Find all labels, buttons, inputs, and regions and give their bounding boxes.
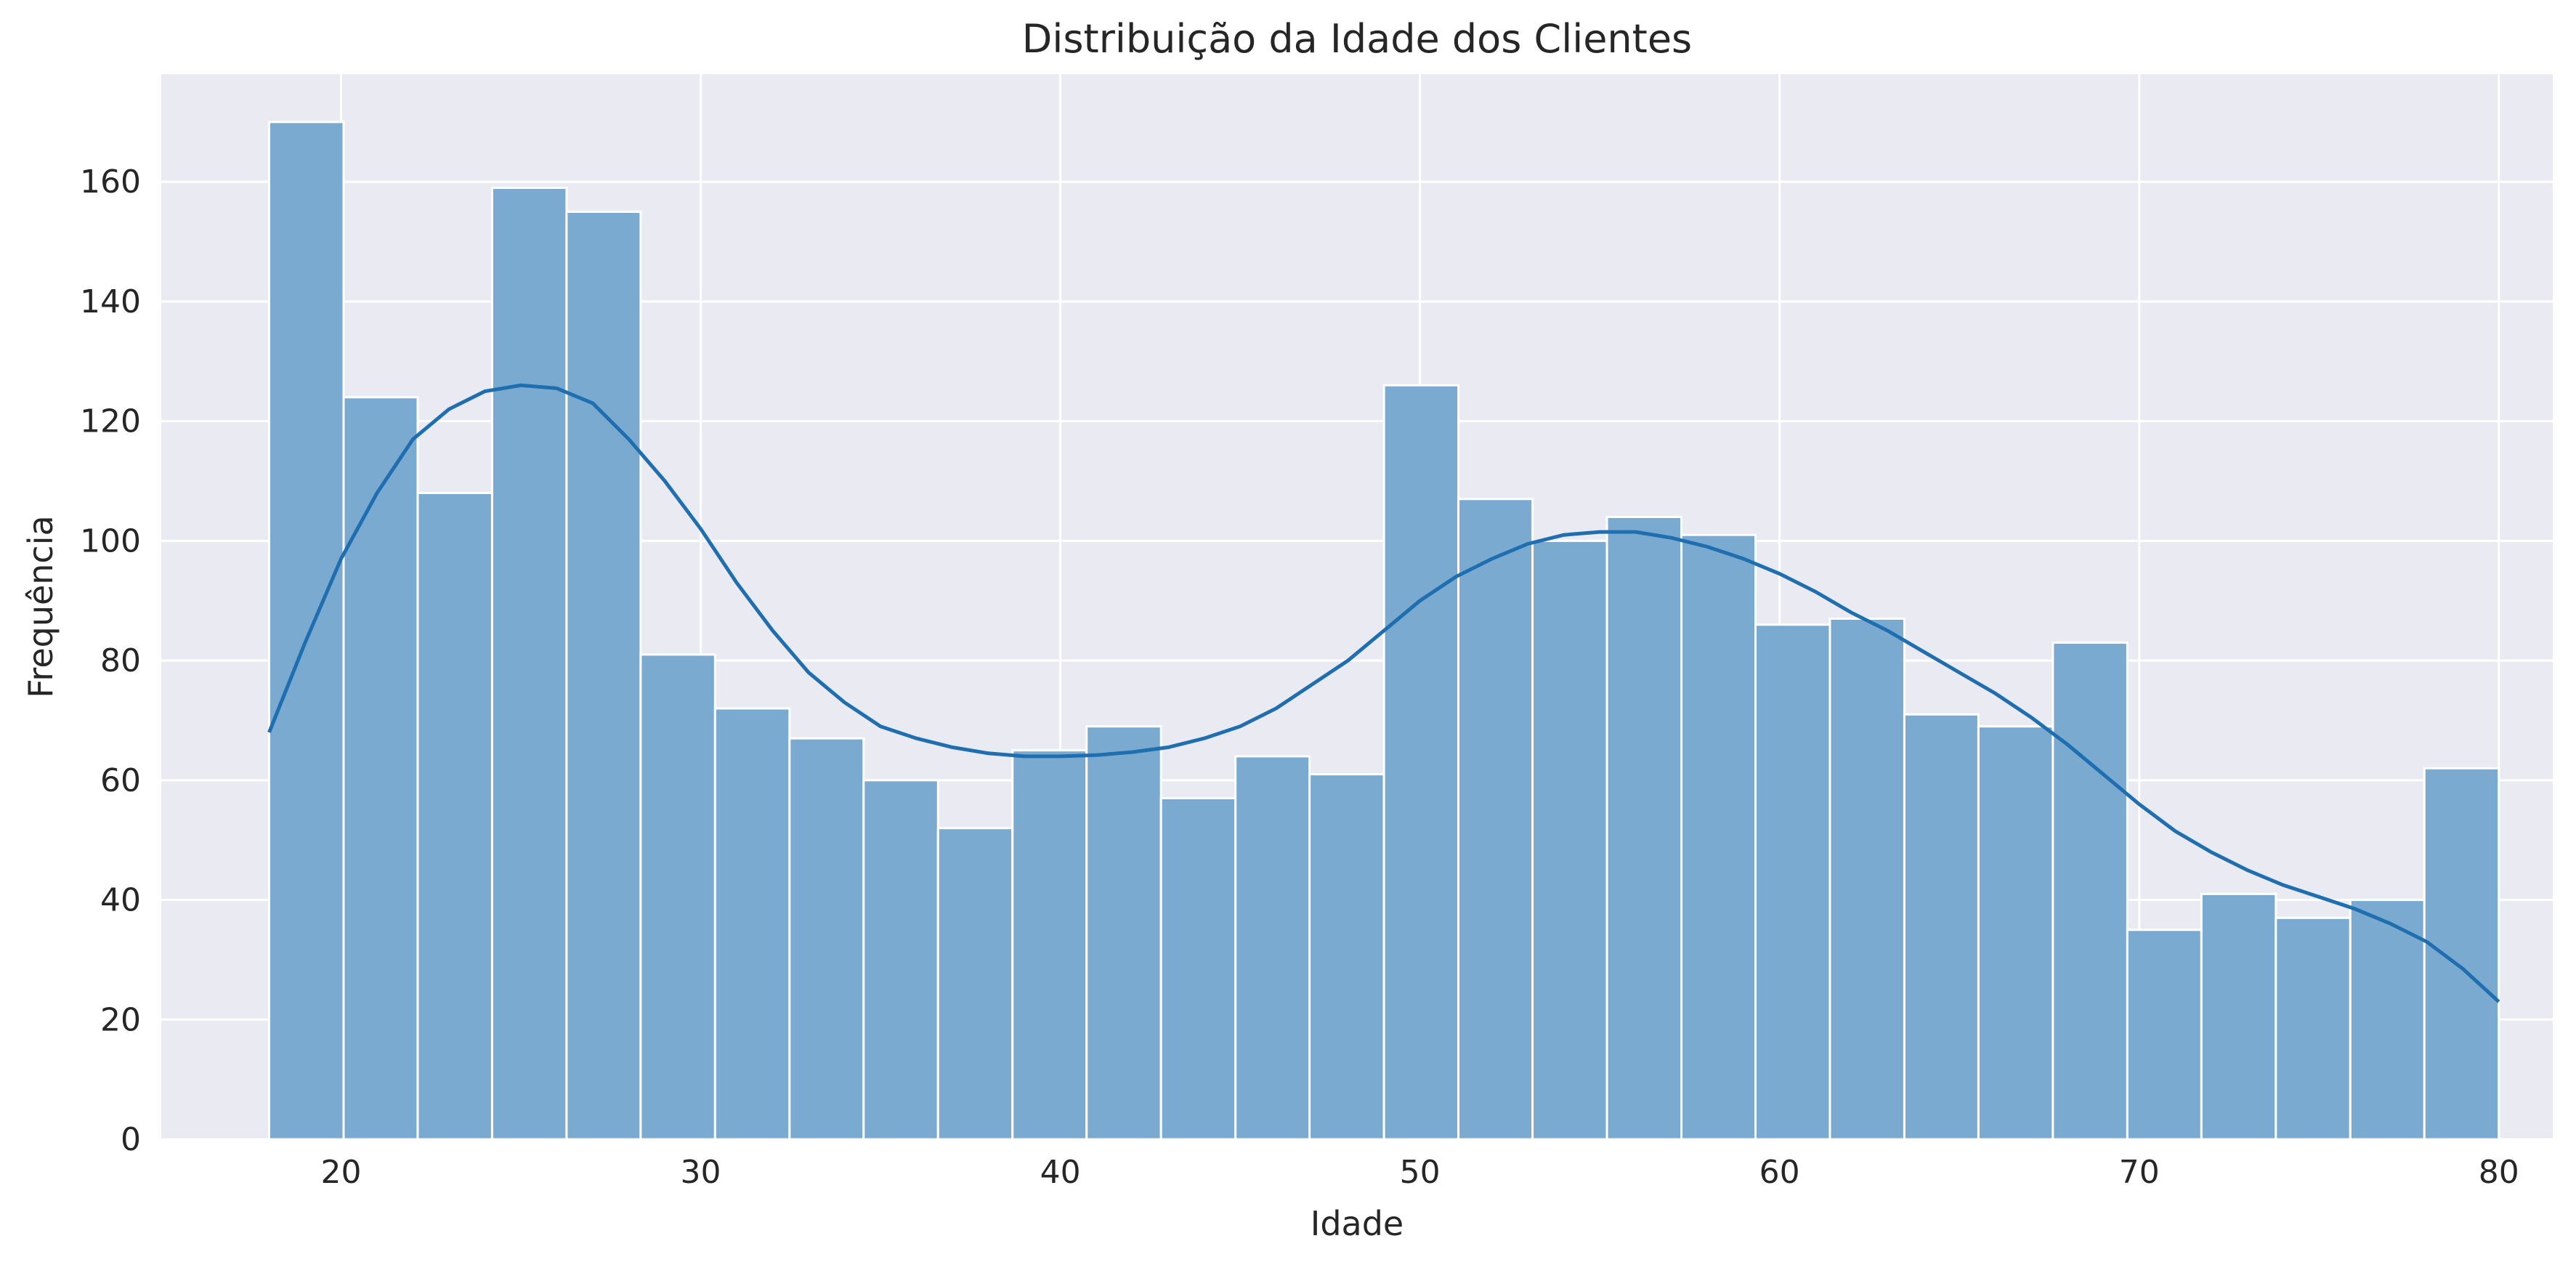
histogram-bar-22 bbox=[1903, 713, 1980, 1141]
kde-line bbox=[267, 383, 2500, 1003]
histogram-bar-8 bbox=[862, 779, 939, 1141]
histogram-bar-5 bbox=[639, 653, 716, 1141]
histogram-bars bbox=[268, 121, 2500, 1141]
y-axis-label: Frequência bbox=[21, 515, 60, 698]
y-tick-label-1: 20 bbox=[100, 1001, 141, 1038]
histogram-bar-3 bbox=[490, 186, 568, 1141]
y-tick-label-3: 60 bbox=[100, 762, 141, 799]
histogram-bar-26 bbox=[2200, 892, 2277, 1141]
histogram-bar-1 bbox=[342, 396, 419, 1141]
x-tick-label-6: 80 bbox=[2479, 1154, 2519, 1191]
histogram-bar-6 bbox=[713, 707, 791, 1141]
x-axis-label: Idade bbox=[1311, 1204, 1404, 1243]
histogram-bar-27 bbox=[2275, 916, 2352, 1141]
histogram-bar-28 bbox=[2349, 899, 2426, 1141]
histogram-bar-12 bbox=[1159, 797, 1237, 1141]
x-tick-label-0: 20 bbox=[321, 1154, 362, 1191]
histogram-bar-16 bbox=[1457, 498, 1534, 1141]
histogram-bar-20 bbox=[1754, 623, 1831, 1141]
histogram-bar-0 bbox=[268, 121, 345, 1141]
x-tick-label-3: 50 bbox=[1400, 1154, 1441, 1191]
histogram-bar-18 bbox=[1605, 515, 1683, 1141]
histogram-bar-9 bbox=[936, 827, 1014, 1141]
histogram-bar-2 bbox=[416, 492, 493, 1141]
histogram-bar-4 bbox=[565, 210, 642, 1141]
y-tick-label-7: 140 bbox=[80, 283, 141, 320]
y-tick-label-2: 40 bbox=[100, 882, 141, 919]
x-tick-label-2: 40 bbox=[1040, 1154, 1081, 1191]
x-tick-label-5: 70 bbox=[2119, 1154, 2160, 1191]
histogram-bar-24 bbox=[2052, 641, 2129, 1141]
histogram-bar-29 bbox=[2423, 767, 2500, 1141]
histogram-bar-13 bbox=[1234, 755, 1311, 1141]
histogram-bar-10 bbox=[1011, 749, 1088, 1141]
x-tick-labels: 20 30 40 50 60 70 80 bbox=[321, 1154, 2519, 1191]
y-tick-label-5: 100 bbox=[80, 522, 141, 559]
x-tick-label-1: 30 bbox=[681, 1154, 721, 1191]
histogram-bar-17 bbox=[1531, 539, 1608, 1141]
histogram-bar-21 bbox=[1828, 617, 1905, 1141]
histogram-bar-14 bbox=[1308, 773, 1385, 1141]
y-tick-label-0: 0 bbox=[121, 1121, 141, 1158]
histogram-bar-25 bbox=[2126, 929, 2203, 1141]
histogram-bar-15 bbox=[1382, 384, 1460, 1141]
histogram-bar-23 bbox=[1977, 725, 2054, 1141]
histogram-bar-11 bbox=[1085, 725, 1162, 1141]
x-tick-label-4: 60 bbox=[1759, 1154, 1800, 1191]
y-tick-label-8: 160 bbox=[80, 163, 141, 201]
histogram-bar-19 bbox=[1680, 533, 1757, 1141]
y-tick-label-6: 120 bbox=[80, 403, 141, 440]
histogram-bar-7 bbox=[788, 737, 865, 1141]
chart-title: Distribuição da Idade dos Clientes bbox=[1022, 16, 1692, 62]
y-tick-labels: 0 20 40 60 80 100 120 140 160 bbox=[80, 163, 141, 1158]
y-tick-label-4: 80 bbox=[100, 642, 141, 679]
